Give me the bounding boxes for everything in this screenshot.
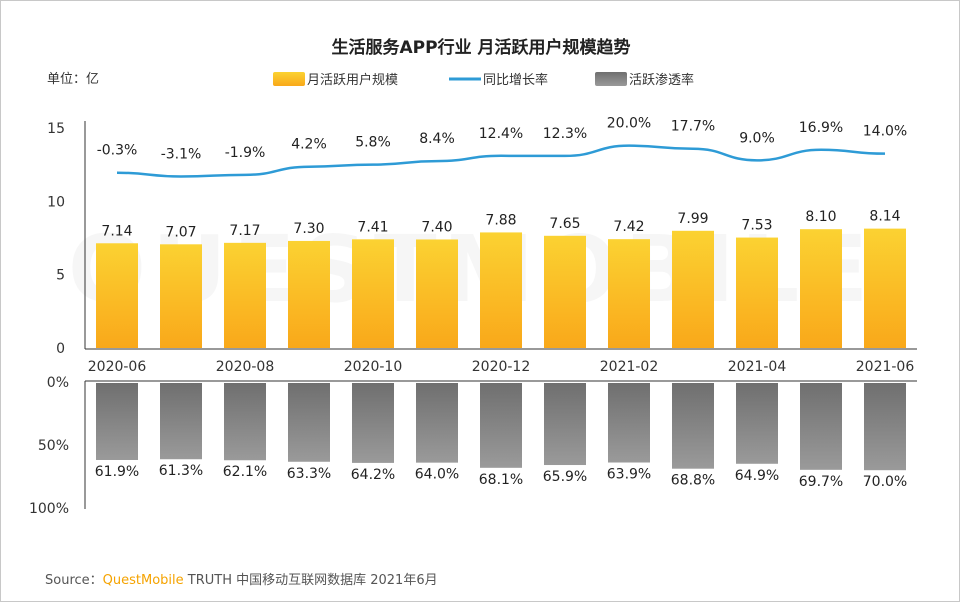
x-tick-label: 2021-02 — [600, 359, 659, 375]
growth-label: -1.9% — [225, 145, 266, 161]
source-rest: TRUTH 中国移动互联网数据库 2021年6月 — [183, 573, 438, 588]
source-brand: QuestMobile — [102, 573, 184, 588]
penetration-bar — [736, 383, 778, 464]
legend-label-1: 月活跃用户规模 — [307, 72, 398, 88]
source-note: Source：QuestMobile TRUTH 中国移动互联网数据库 2021… — [45, 569, 438, 588]
chart-title: 生活服务APP行业 月活跃用户规模趋势 — [332, 37, 631, 58]
growth-label: -0.3% — [97, 143, 138, 159]
mau-bar-label: 8.10 — [805, 209, 836, 225]
penetration-bar — [224, 383, 266, 461]
penetration-bar-label: 64.9% — [735, 468, 779, 484]
growth-label: 17.7% — [671, 119, 715, 135]
penetration-bar-label: 68.8% — [671, 473, 715, 489]
mau-bar — [672, 230, 714, 348]
mau-bar — [544, 235, 586, 348]
x-tick-label: 2020-06 — [88, 359, 147, 375]
mau-bar-label: 7.14 — [101, 223, 132, 239]
growth-label: 14.0% — [863, 124, 907, 140]
penetration-bar — [352, 383, 394, 463]
mau-bar-label: 7.88 — [485, 212, 516, 228]
mau-bar-label: 7.30 — [293, 221, 324, 237]
penetration-bar-label: 63.9% — [607, 467, 651, 483]
top-y-tick-label: 0 — [56, 341, 65, 357]
penetration-bar-label: 64.2% — [351, 467, 395, 483]
penetration-bar — [288, 383, 330, 462]
x-tick-label: 2020-12 — [472, 359, 531, 375]
legend-swatch-1 — [273, 72, 305, 86]
penetration-bar — [480, 383, 522, 468]
x-tick-label: 2020-10 — [344, 359, 403, 375]
mau-bar — [160, 244, 202, 348]
mau-bar-label: 7.42 — [613, 219, 644, 235]
penetration-bar — [416, 383, 458, 463]
top-y-tick-label: 10 — [47, 194, 65, 210]
growth-label: 12.3% — [543, 126, 587, 142]
source-prefix: Source： — [45, 573, 103, 588]
bottom-y-tick-label: 100% — [29, 501, 69, 517]
penetration-bar-label: 61.9% — [95, 464, 139, 480]
penetration-bar — [160, 383, 202, 460]
penetration-bar-label: 62.1% — [223, 464, 267, 480]
growth-label: 4.2% — [291, 137, 327, 153]
penetration-bar — [672, 383, 714, 469]
penetration-bar-label: 68.1% — [479, 472, 523, 488]
x-tick-label: 2021-06 — [856, 359, 915, 375]
penetration-bar-label: 63.3% — [287, 466, 331, 482]
penetration-bar-label: 61.3% — [159, 463, 203, 479]
mau-bar-label: 7.99 — [677, 211, 708, 227]
mau-bar — [96, 243, 138, 348]
growth-label: -3.1% — [161, 146, 202, 162]
mau-bar — [864, 228, 906, 348]
mau-bar-label: 7.17 — [229, 223, 260, 239]
growth-line — [116, 144, 886, 178]
mau-bar — [416, 239, 458, 348]
mau-bar-label: 7.07 — [165, 224, 196, 240]
unit-label: 单位：亿 — [47, 72, 99, 87]
mau-bar-label: 7.41 — [357, 219, 388, 235]
penetration-bar-label: 65.9% — [543, 469, 587, 485]
x-tick-label: 2021-04 — [728, 359, 787, 375]
bottom-y-tick-label: 50% — [38, 438, 69, 454]
penetration-bar-label: 69.7% — [799, 474, 843, 490]
growth-label: 5.8% — [355, 135, 391, 151]
top-y-tick-label: 15 — [47, 121, 65, 137]
penetration-bar — [544, 383, 586, 466]
mau-bar-label: 7.65 — [549, 216, 580, 232]
growth-label: 20.0% — [607, 116, 651, 132]
penetration-bar — [608, 383, 650, 463]
penetration-bar — [800, 383, 842, 470]
mau-bar — [288, 240, 330, 348]
mau-bar — [352, 239, 394, 348]
growth-label: 9.0% — [739, 130, 775, 146]
mau-bar — [800, 229, 842, 348]
legend-swatch-3 — [595, 72, 627, 86]
mau-bar — [480, 232, 522, 348]
mau-bar-label: 8.14 — [869, 209, 900, 225]
top-y-tick-label: 5 — [56, 268, 65, 284]
growth-label: 12.4% — [479, 126, 523, 142]
mau-bar-label: 7.40 — [421, 219, 452, 235]
bottom-y-tick-label: 0% — [47, 375, 69, 391]
penetration-bar — [96, 383, 138, 460]
mau-bar-label: 7.53 — [741, 218, 772, 234]
mau-bar — [736, 237, 778, 348]
legend-label-3: 活跃渗透率 — [629, 72, 694, 88]
penetration-bar-label: 64.0% — [415, 467, 459, 483]
mau-bar — [608, 239, 650, 348]
growth-label: 16.9% — [799, 120, 843, 136]
growth-label: 8.4% — [419, 131, 455, 147]
x-tick-label: 2020-08 — [216, 359, 275, 375]
penetration-bar-label: 70.0% — [863, 474, 907, 490]
mau-bar — [224, 242, 266, 348]
penetration-bar — [864, 383, 906, 471]
legend-label-2: 同比增长率 — [483, 72, 548, 88]
